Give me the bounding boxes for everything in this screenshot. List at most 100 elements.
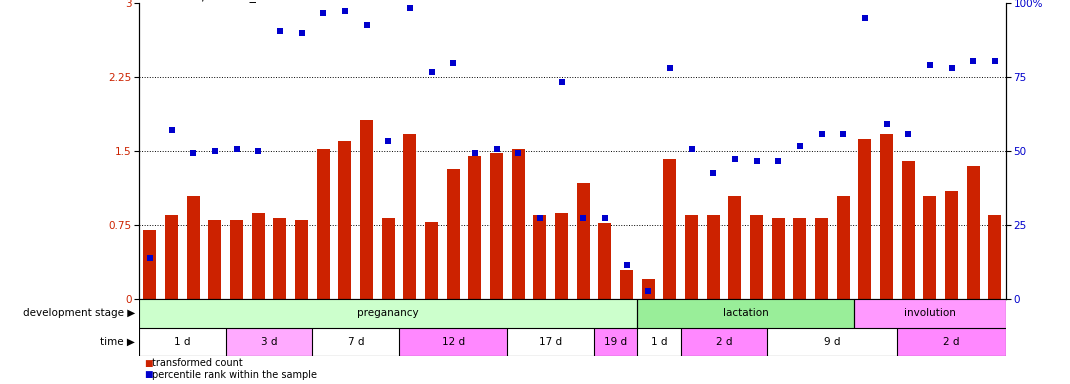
Point (661, 65, 678, 71)
Point (401, 5, 418, 12)
Bar (511, 149, 524, 299)
Text: 12 d: 12 d (442, 337, 464, 347)
Bar (967, 166, 980, 299)
Point (921, 61, 938, 68)
Point (207, 148, 224, 154)
Point (683, 146, 700, 152)
Text: 1 d: 1 d (651, 337, 668, 347)
Point (618, 262, 636, 268)
Bar (469, 156, 482, 299)
Bar (854, 299, 1006, 328)
Point (596, 215, 613, 222)
Point (792, 143, 809, 149)
Text: 19 d: 19 d (605, 337, 627, 347)
Text: 17 d: 17 d (539, 337, 563, 347)
Point (185, 150, 202, 156)
Bar (274, 218, 287, 299)
Point (249, 148, 266, 154)
Bar (771, 218, 784, 299)
Point (987, 58, 1004, 64)
Bar (837, 195, 850, 299)
Point (748, 158, 765, 164)
Point (445, 60, 462, 66)
Bar (338, 141, 351, 299)
Bar (317, 149, 330, 299)
Bar (490, 153, 503, 299)
Bar (881, 134, 893, 299)
Text: lactation: lactation (723, 308, 768, 318)
Text: percentile rank within the sample: percentile rank within the sample (152, 370, 317, 380)
Point (705, 170, 722, 176)
Point (358, 22, 376, 28)
Text: 1 d: 1 d (174, 337, 190, 347)
Bar (139, 299, 638, 328)
Bar (681, 328, 767, 356)
Bar (577, 183, 590, 299)
Bar (507, 328, 594, 356)
Point (272, 28, 289, 34)
Bar (209, 220, 221, 299)
Point (943, 65, 960, 71)
Point (509, 150, 526, 156)
Bar (312, 328, 399, 356)
Point (141, 255, 158, 261)
Point (835, 131, 852, 137)
Bar (403, 134, 416, 299)
Bar (598, 223, 611, 299)
Bar (251, 214, 264, 299)
Bar (685, 215, 698, 299)
Bar (794, 218, 807, 299)
Text: ■: ■ (144, 359, 153, 368)
Text: transformed count: transformed count (152, 358, 243, 368)
Bar (989, 215, 1002, 299)
Bar (638, 328, 681, 356)
Bar (638, 299, 854, 328)
Bar (399, 328, 507, 356)
Text: ■: ■ (144, 370, 153, 379)
Point (293, 30, 310, 36)
Point (163, 127, 180, 133)
Text: GDS2843 / 96226_at: GDS2843 / 96226_at (139, 0, 269, 2)
Point (380, 138, 397, 144)
Bar (230, 220, 243, 299)
Point (553, 79, 570, 85)
Bar (858, 139, 871, 299)
Bar (663, 159, 676, 299)
Text: 2 d: 2 d (944, 337, 960, 347)
Bar (945, 191, 958, 299)
Point (423, 70, 440, 76)
Bar (555, 214, 568, 299)
Bar (767, 328, 898, 356)
Point (856, 15, 873, 21)
Bar (139, 328, 226, 356)
Text: time ▶: time ▶ (100, 337, 135, 347)
Text: 9 d: 9 d (824, 337, 841, 347)
Bar (447, 169, 460, 299)
Text: 2 d: 2 d (716, 337, 732, 347)
Point (727, 156, 744, 162)
Point (965, 58, 982, 64)
Bar (594, 328, 638, 356)
Point (900, 131, 917, 137)
Bar (815, 218, 828, 299)
Bar (729, 195, 742, 299)
Bar (382, 218, 395, 299)
Bar (642, 280, 655, 299)
Bar (898, 328, 1006, 356)
Bar (621, 270, 633, 299)
Point (315, 10, 332, 17)
Point (532, 215, 549, 222)
Point (640, 288, 657, 294)
Point (488, 146, 505, 152)
Bar (187, 195, 200, 299)
Point (813, 131, 830, 137)
Bar (923, 195, 936, 299)
Text: involution: involution (904, 308, 956, 318)
Bar (226, 328, 312, 356)
Point (575, 215, 592, 222)
Bar (707, 215, 720, 299)
Bar (750, 215, 763, 299)
Point (878, 121, 896, 127)
Bar (425, 222, 438, 299)
Text: 7 d: 7 d (348, 337, 364, 347)
